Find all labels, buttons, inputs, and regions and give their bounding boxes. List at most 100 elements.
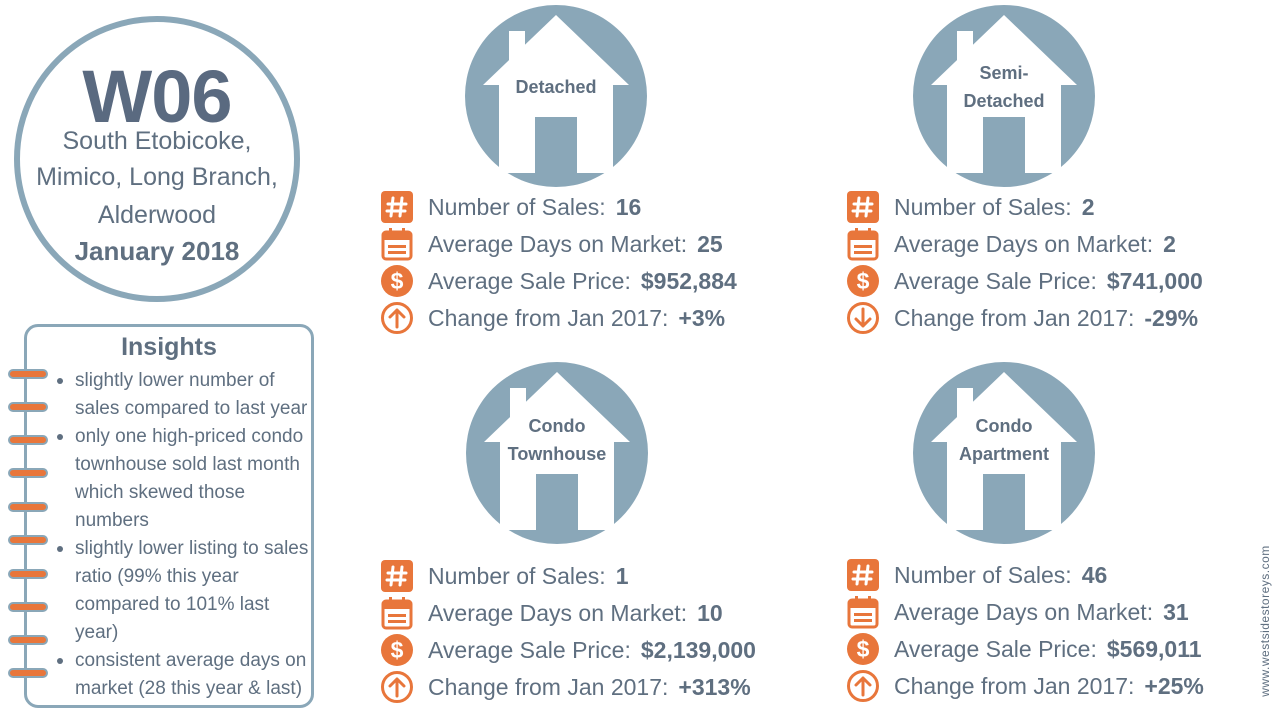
insight-item: slightly lower number of sales compared … [53,367,315,423]
house-circle: Detached [465,5,647,187]
calendar-icon [846,595,880,629]
title-circle: W06 South Etobicoke, Mimico, Long Branch… [14,16,300,302]
notebook-ring [8,635,48,645]
notebook-ring [8,369,48,379]
stat-value: 10 [697,599,723,626]
house-circle: Condo Apartment [913,362,1095,544]
calendar-icon [380,227,414,261]
house-icon [931,372,1077,530]
stat-row-price: $ Average Sale Price: $2,139,000 [380,633,756,667]
stat-row-days: Average Days on Market: 2 [846,227,1176,261]
stat-value: +3% [678,304,726,331]
stat-value: +25% [1144,672,1204,699]
calendar-icon [846,227,880,261]
house-icon [483,15,629,173]
stat-row-price: $ Average Sale Price: $569,011 [846,632,1202,666]
hash-icon [380,190,414,224]
stat-value: 31 [1163,598,1189,625]
stat-label: Average Sale Price: [894,267,1097,294]
insight-item: slightly lower listing to sales ratio (9… [53,535,315,647]
stat-label: Average Days on Market: [894,598,1154,625]
arrow-up-circle-icon [380,670,414,704]
insights-panel: Insights slightly lower number of sales … [24,324,314,708]
house-icon [484,372,630,530]
stat-label: Average Days on Market: [428,230,688,257]
stat-row-sales: Number of Sales: 46 [846,558,1107,592]
svg-text:$: $ [391,268,404,294]
house-type-label: Detached [515,77,597,97]
stat-row-sales: Number of Sales: 2 [846,190,1095,224]
insight-item: only one high-priced condo townhouse sol… [53,423,315,535]
stat-row-change: Change from Jan 2017: +25% [846,669,1204,703]
notebook-ring [8,502,48,512]
hash-icon [846,558,880,592]
house-icon [931,15,1077,173]
report-period: January 2018 [74,236,240,266]
stat-value: -29% [1144,304,1199,331]
stat-row-days: Average Days on Market: 10 [380,596,723,630]
house-type-label: Condo [975,416,1033,436]
dollar-icon: $ [380,264,414,298]
stat-row-days: Average Days on Market: 31 [846,595,1189,629]
stat-value: $952,884 [640,267,737,294]
stat-row-change: Change from Jan 2017: +3% [380,301,725,335]
area-line-3: Alderwood [97,201,217,229]
house-circle: Condo Townhouse [466,362,648,544]
dollar-icon: $ [380,633,414,667]
svg-text:$: $ [857,636,870,662]
stat-value: 16 [615,193,642,220]
insights-title: Insights [121,333,217,361]
stat-value: +313% [678,673,751,700]
stat-value: 2 [1163,230,1176,257]
arrow-up-circle-icon [380,301,414,335]
house-circle: Semi- Detached [913,5,1095,187]
stat-label: Number of Sales: [894,561,1072,588]
stat-label: Number of Sales: [428,562,606,589]
stat-label: Change from Jan 2017: [894,304,1135,331]
district-code: W06 [82,55,232,138]
insights-list: slightly lower number of sales compared … [53,367,315,703]
notebook-ring [8,602,48,612]
stat-row-sales: Number of Sales: 16 [380,190,641,224]
house-type-label: Apartment [958,444,1049,464]
stat-row-price: $ Average Sale Price: $741,000 [846,264,1203,298]
stat-row-days: Average Days on Market: 25 [380,227,723,261]
stat-row-change: Change from Jan 2017: +313% [380,670,751,704]
notebook-ring [8,569,48,579]
svg-text:$: $ [857,268,870,294]
insight-item: consistent average days on market (28 th… [53,647,315,703]
arrow-up-circle-icon [846,669,880,703]
hash-icon [380,559,414,593]
svg-text:$: $ [391,637,404,663]
dollar-icon: $ [846,264,880,298]
dollar-icon: $ [846,632,880,666]
stat-value: 1 [615,562,629,589]
house-type-label: Semi- [979,63,1029,83]
notebook-ring [8,468,48,478]
house-type-label: Condo [528,416,586,436]
stat-value: 2 [1081,193,1095,220]
stat-label: Number of Sales: [428,193,606,220]
stat-label: Average Sale Price: [428,267,631,294]
watermark-text: www.westsidestoreys.com [1258,545,1272,697]
notebook-ring [8,435,48,445]
stat-label: Change from Jan 2017: [428,304,669,331]
hash-icon [846,190,880,224]
house-type-label: Townhouse [507,444,607,464]
stat-label: Number of Sales: [894,193,1072,220]
stat-value: $741,000 [1106,267,1203,294]
calendar-icon [380,596,414,630]
stat-row-sales: Number of Sales: 1 [380,559,629,593]
watermark: www.westsidestoreys.com [1252,545,1278,697]
notebook-ring [8,668,48,678]
stat-row-price: $ Average Sale Price: $952,884 [380,264,737,298]
arrow-down-circle-icon [846,301,880,335]
stat-label: Average Days on Market: [894,230,1154,257]
stat-row-change: Change from Jan 2017: -29% [846,301,1198,335]
stat-value: 25 [697,230,723,257]
area-line-1: South Etobicoke, [62,127,252,155]
stat-label: Change from Jan 2017: [428,673,669,700]
stat-label: Average Days on Market: [428,599,688,626]
stat-value: 46 [1081,561,1108,588]
stat-label: Average Sale Price: [894,635,1097,662]
